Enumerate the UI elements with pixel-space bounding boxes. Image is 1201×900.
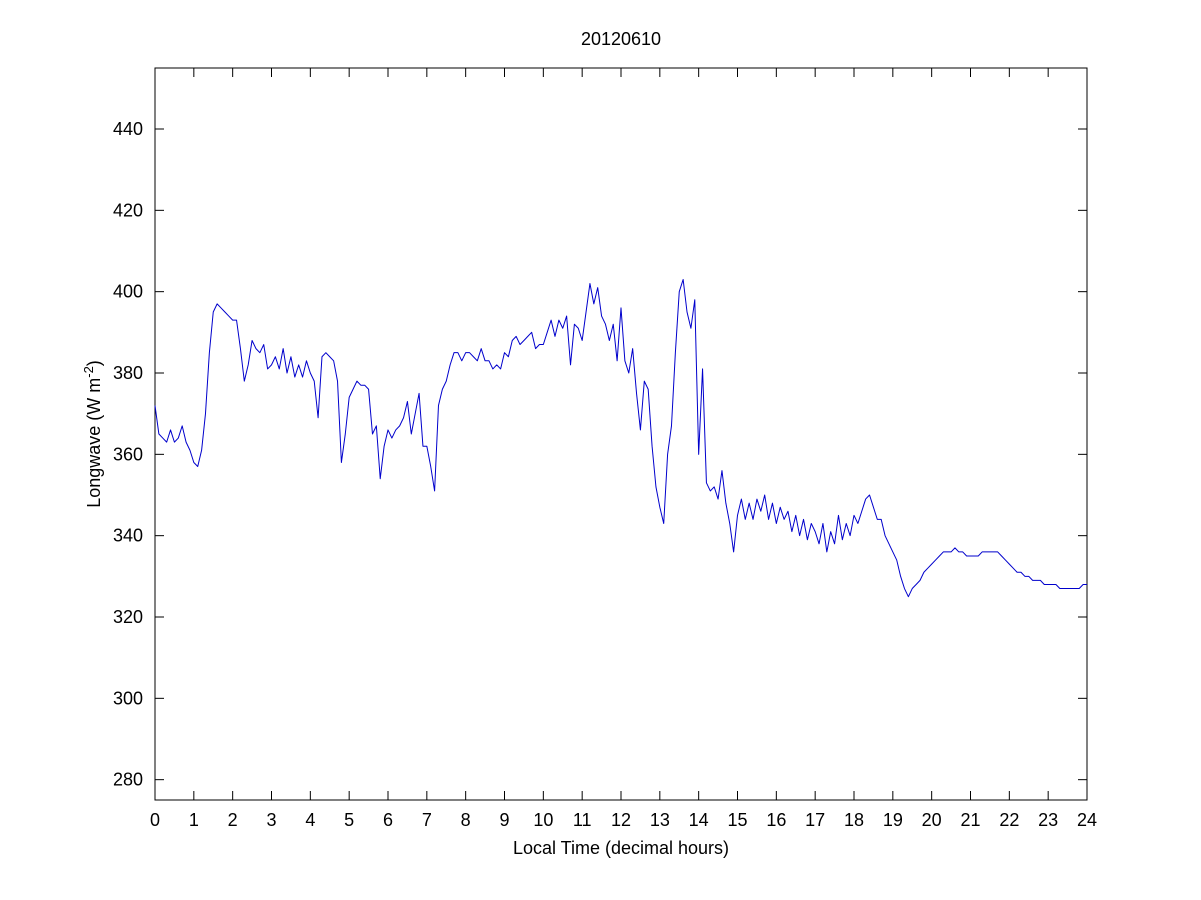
y-axis-label-suffix: )	[84, 360, 104, 366]
x-tick-label: 1	[189, 810, 199, 830]
x-tick-label: 3	[266, 810, 276, 830]
x-tick-label: 20	[922, 810, 942, 830]
x-tick-label: 0	[150, 810, 160, 830]
x-tick-label: 6	[383, 810, 393, 830]
y-tick-label: 400	[113, 282, 143, 302]
y-tick-label: 440	[113, 119, 143, 139]
x-tick-label: 22	[999, 810, 1019, 830]
y-tick-label: 320	[113, 607, 143, 627]
y-axis-label: Longwave (W m-2)	[81, 360, 104, 508]
y-tick-label: 280	[113, 770, 143, 790]
x-tick-label: 7	[422, 810, 432, 830]
y-tick-label: 360	[113, 444, 143, 464]
x-tick-label: 9	[499, 810, 509, 830]
y-tick-label: 380	[113, 363, 143, 383]
x-tick-label: 10	[533, 810, 553, 830]
y-axis-label-text: Longwave (W m	[84, 378, 104, 508]
x-tick-label: 8	[461, 810, 471, 830]
x-tick-label: 5	[344, 810, 354, 830]
x-tick-label: 16	[766, 810, 786, 830]
x-tick-label: 23	[1038, 810, 1058, 830]
chart-title: 20120610	[581, 29, 661, 49]
y-tick-label: 420	[113, 200, 143, 220]
x-tick-label: 2	[228, 810, 238, 830]
x-tick-label: 15	[727, 810, 747, 830]
x-tick-label: 17	[805, 810, 825, 830]
y-tick-label: 340	[113, 526, 143, 546]
x-axis-label: Local Time (decimal hours)	[513, 838, 729, 858]
y-tick-label: 300	[113, 688, 143, 708]
x-tick-label: 11	[573, 810, 592, 830]
x-tick-label: 4	[305, 810, 315, 830]
x-tick-label: 19	[883, 810, 903, 830]
y-axis-label-superscript: -2	[81, 366, 96, 378]
x-tick-label: 21	[960, 810, 980, 830]
x-tick-label: 12	[611, 810, 631, 830]
x-tick-label: 18	[844, 810, 864, 830]
x-tick-label: 14	[689, 810, 709, 830]
x-tick-label: 24	[1077, 810, 1097, 830]
x-tick-label: 13	[650, 810, 670, 830]
data-line	[154, 278, 1087, 598]
